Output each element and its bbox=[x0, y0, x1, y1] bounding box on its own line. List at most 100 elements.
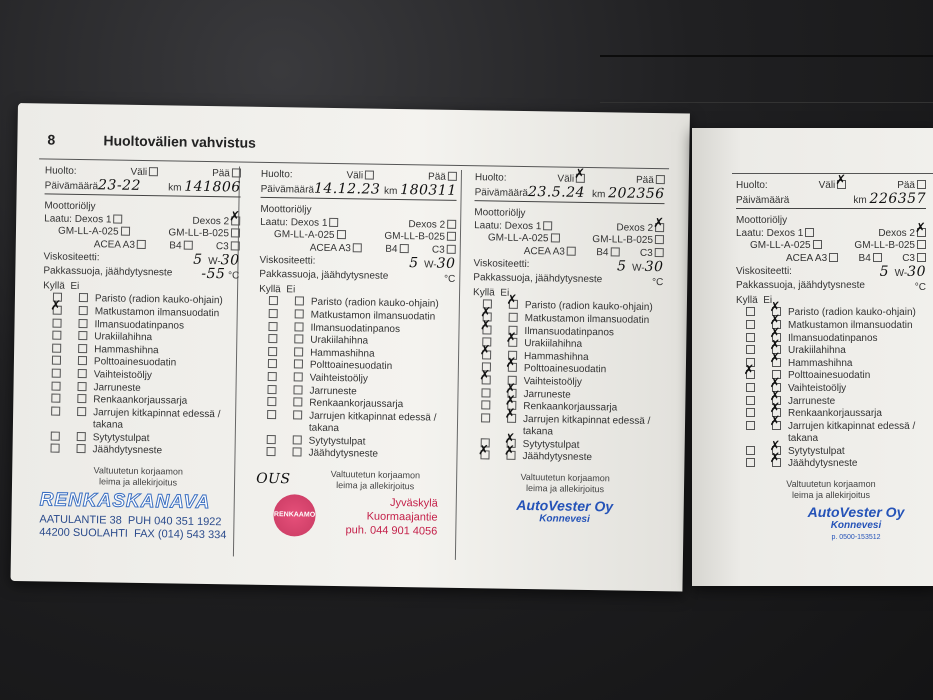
c3-checkbox[interactable] bbox=[654, 247, 664, 258]
ei-checkbox[interactable] bbox=[77, 368, 87, 379]
ei-checkbox[interactable] bbox=[293, 321, 304, 332]
gm-ll-b-025-checkbox[interactable] bbox=[446, 232, 457, 242]
ei-checkbox[interactable] bbox=[292, 397, 302, 407]
dexos1-checkbox[interactable] bbox=[805, 227, 815, 237]
ei-checkbox[interactable] bbox=[76, 431, 86, 441]
vali-checkbox[interactable] bbox=[365, 170, 375, 180]
ei-checkbox[interactable] bbox=[77, 356, 87, 366]
gm-ll-b-025-checkbox[interactable] bbox=[654, 235, 664, 245]
kylla-checkbox[interactable] bbox=[50, 393, 60, 403]
ei-checkbox[interactable] bbox=[76, 444, 86, 454]
gm-ll-a-025-checkbox[interactable] bbox=[550, 233, 560, 243]
kylla-checkbox[interactable] bbox=[268, 308, 278, 319]
c3-checkbox[interactable] bbox=[230, 241, 240, 251]
kylla-checkbox[interactable] bbox=[50, 444, 60, 454]
kylla-checkbox[interactable] bbox=[744, 364, 755, 380]
ei-checkbox[interactable] bbox=[508, 300, 518, 310]
dexos2-checkbox[interactable] bbox=[915, 222, 926, 237]
ei-checkbox[interactable] bbox=[770, 452, 781, 468]
acea-a3-checkbox[interactable] bbox=[136, 239, 147, 249]
vali-checkbox[interactable] bbox=[835, 174, 847, 189]
ei-checkbox[interactable] bbox=[76, 381, 87, 391]
kylla-checkbox[interactable] bbox=[51, 343, 61, 353]
kylla-checkbox[interactable] bbox=[267, 334, 277, 344]
ei-checkbox[interactable] bbox=[770, 415, 781, 430]
kylla-checkbox[interactable] bbox=[481, 375, 491, 385]
ei-checkbox[interactable] bbox=[293, 359, 303, 369]
dexos2-checkbox[interactable] bbox=[655, 222, 665, 232]
c3-checkbox[interactable] bbox=[916, 252, 926, 262]
gm-ll-b-025-checkbox[interactable] bbox=[917, 240, 926, 250]
kylla-checkbox[interactable] bbox=[480, 412, 490, 423]
ei-checkbox[interactable] bbox=[507, 363, 517, 373]
ei-checkbox[interactable] bbox=[505, 451, 516, 461]
ei-checkbox[interactable] bbox=[506, 413, 516, 423]
kylla-checkbox[interactable] bbox=[481, 324, 492, 334]
ei-checkbox[interactable] bbox=[293, 334, 303, 344]
dexos1-checkbox[interactable] bbox=[113, 214, 123, 224]
kylla-checkbox[interactable] bbox=[480, 387, 491, 397]
kylla-checkbox[interactable] bbox=[51, 330, 61, 340]
paa-checkbox[interactable] bbox=[916, 180, 926, 189]
b4-checkbox[interactable] bbox=[610, 247, 620, 257]
kylla-checkbox[interactable] bbox=[51, 368, 61, 378]
dexos2-checkbox[interactable] bbox=[447, 219, 457, 229]
dexos1-checkbox[interactable] bbox=[543, 221, 553, 231]
ei-checkbox[interactable] bbox=[76, 406, 86, 416]
kylla-checkbox[interactable] bbox=[745, 345, 755, 355]
kylla-checkbox[interactable] bbox=[50, 406, 60, 416]
ei-checkbox[interactable] bbox=[292, 435, 302, 445]
c3-checkbox[interactable] bbox=[446, 244, 456, 254]
kylla-checkbox[interactable] bbox=[745, 395, 755, 405]
ei-checkbox[interactable] bbox=[78, 293, 88, 303]
dexos1-checkbox[interactable] bbox=[329, 217, 339, 227]
kylla-checkbox[interactable] bbox=[266, 384, 277, 394]
paa-checkbox[interactable] bbox=[447, 171, 457, 181]
kylla-checkbox[interactable] bbox=[745, 307, 755, 317]
kylla-checkbox[interactable] bbox=[267, 346, 277, 356]
ei-checkbox[interactable] bbox=[770, 352, 781, 367]
kylla-checkbox[interactable] bbox=[481, 350, 491, 360]
b4-checkbox[interactable] bbox=[183, 240, 193, 250]
kylla-checkbox[interactable] bbox=[50, 381, 61, 391]
acea-a3-checkbox[interactable] bbox=[829, 252, 839, 262]
ei-checkbox[interactable] bbox=[77, 318, 88, 328]
kylla-checkbox[interactable] bbox=[51, 318, 62, 328]
kylla-checkbox[interactable] bbox=[745, 420, 755, 430]
ei-checkbox[interactable] bbox=[292, 384, 303, 394]
kylla-checkbox[interactable] bbox=[745, 382, 755, 392]
kylla-checkbox[interactable] bbox=[52, 305, 62, 315]
kylla-checkbox[interactable] bbox=[50, 431, 60, 441]
kylla-checkbox[interactable] bbox=[266, 397, 276, 407]
ei-checkbox[interactable] bbox=[293, 347, 303, 357]
kylla-checkbox[interactable] bbox=[266, 409, 276, 419]
ei-checkbox[interactable] bbox=[77, 331, 87, 341]
paa-checkbox[interactable] bbox=[655, 175, 665, 185]
kylla-checkbox[interactable] bbox=[745, 445, 755, 455]
gm-ll-a-025-checkbox[interactable] bbox=[336, 230, 346, 240]
ei-checkbox[interactable] bbox=[294, 309, 304, 319]
b4-checkbox[interactable] bbox=[399, 243, 409, 254]
kylla-checkbox[interactable] bbox=[480, 400, 490, 410]
ei-checkbox[interactable] bbox=[294, 296, 304, 306]
kylla-checkbox[interactable] bbox=[745, 408, 755, 418]
kylla-checkbox[interactable] bbox=[268, 296, 278, 306]
kylla-checkbox[interactable] bbox=[267, 359, 277, 369]
kylla-checkbox[interactable] bbox=[745, 319, 755, 329]
ei-checkbox[interactable] bbox=[293, 372, 303, 382]
kylla-checkbox[interactable] bbox=[267, 371, 277, 381]
vali-checkbox[interactable] bbox=[149, 167, 159, 177]
dexos2-checkbox[interactable] bbox=[231, 216, 241, 226]
gm-ll-a-025-checkbox[interactable] bbox=[120, 227, 130, 237]
kylla-checkbox[interactable] bbox=[267, 321, 278, 331]
kylla-checkbox[interactable] bbox=[745, 332, 755, 342]
ei-checkbox[interactable] bbox=[508, 312, 518, 322]
kylla-checkbox[interactable] bbox=[745, 458, 755, 468]
acea-a3-checkbox[interactable] bbox=[566, 246, 576, 256]
kylla-checkbox[interactable] bbox=[265, 447, 276, 457]
ei-checkbox[interactable] bbox=[507, 337, 517, 347]
gm-ll-b-025-checkbox[interactable] bbox=[230, 228, 241, 238]
acea-a3-checkbox[interactable] bbox=[352, 243, 362, 253]
paa-checkbox[interactable] bbox=[231, 168, 241, 178]
gm-ll-a-025-checkbox[interactable] bbox=[812, 240, 822, 250]
